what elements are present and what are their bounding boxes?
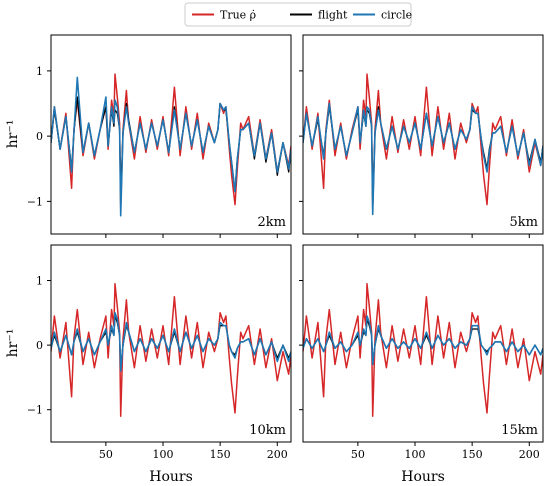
plot-area: [303, 283, 543, 417]
y-axis-label: hr⁻¹: [5, 120, 21, 149]
series-line-flight: [51, 96, 291, 196]
x-tick-label: 150: [462, 448, 483, 461]
legend-entry-label: True ρ̇: [220, 9, 256, 22]
plot-area: [51, 283, 291, 417]
y-tick-label: 1: [36, 65, 43, 78]
x-tick-label: 100: [153, 448, 174, 461]
x-tick-label: 50: [99, 448, 113, 461]
legend-entry-label: circle: [381, 9, 412, 22]
series-line-circle: [51, 312, 291, 372]
x-tick-label: 50: [351, 448, 365, 461]
panel-frame: [302, 34, 544, 235]
y-axis-label: hr⁻¹: [5, 329, 21, 358]
x-tick-label: 200: [519, 448, 540, 461]
y-tick-label: 1: [36, 275, 43, 288]
legend-entry-label: flight: [318, 9, 348, 22]
x-axis-label: Hours: [401, 469, 445, 485]
y-tick-label: 0: [36, 339, 43, 352]
panel-label: 10km: [249, 423, 286, 438]
panel-frame: [302, 244, 544, 443]
y-tick-label: −1: [27, 404, 43, 417]
panel-1: −1 0 1 2km: [27, 34, 292, 238]
series-line-true-rho-dot: [51, 283, 291, 417]
series-line-true-rho-dot: [303, 283, 543, 417]
axis-labels: Hours Hours hr⁻¹ hr⁻¹: [5, 120, 445, 485]
panel-label: 5km: [510, 215, 538, 230]
legend: True ρ̇ flight circle: [184, 2, 412, 27]
plot-area: [51, 73, 291, 217]
panel-label: 15km: [501, 423, 538, 438]
y-tick-label: 0: [36, 130, 43, 143]
series-line-circle: [51, 76, 291, 217]
plot-area: [303, 73, 543, 216]
x-tick-label: 200: [267, 448, 288, 461]
panel-4: 50 100 150 200 15km: [299, 244, 544, 461]
y-tick-label: −1: [27, 195, 43, 208]
series-line-circle: [303, 102, 543, 216]
series-line-true-rho-dot: [303, 73, 543, 209]
x-tick-label: 150: [210, 448, 231, 461]
x-tick-label: 100: [405, 448, 426, 461]
panel-frame: [50, 34, 292, 235]
panel-frame: [50, 244, 292, 443]
panel-2: 5km: [299, 34, 544, 238]
panel-label: 2km: [258, 215, 286, 230]
x-axis-label: Hours: [149, 469, 193, 485]
series-line-circle: [303, 315, 543, 366]
